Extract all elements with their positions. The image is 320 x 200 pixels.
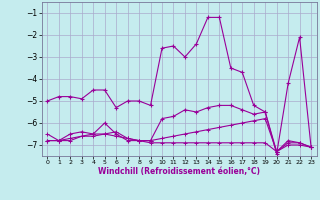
- X-axis label: Windchill (Refroidissement éolien,°C): Windchill (Refroidissement éolien,°C): [98, 167, 260, 176]
